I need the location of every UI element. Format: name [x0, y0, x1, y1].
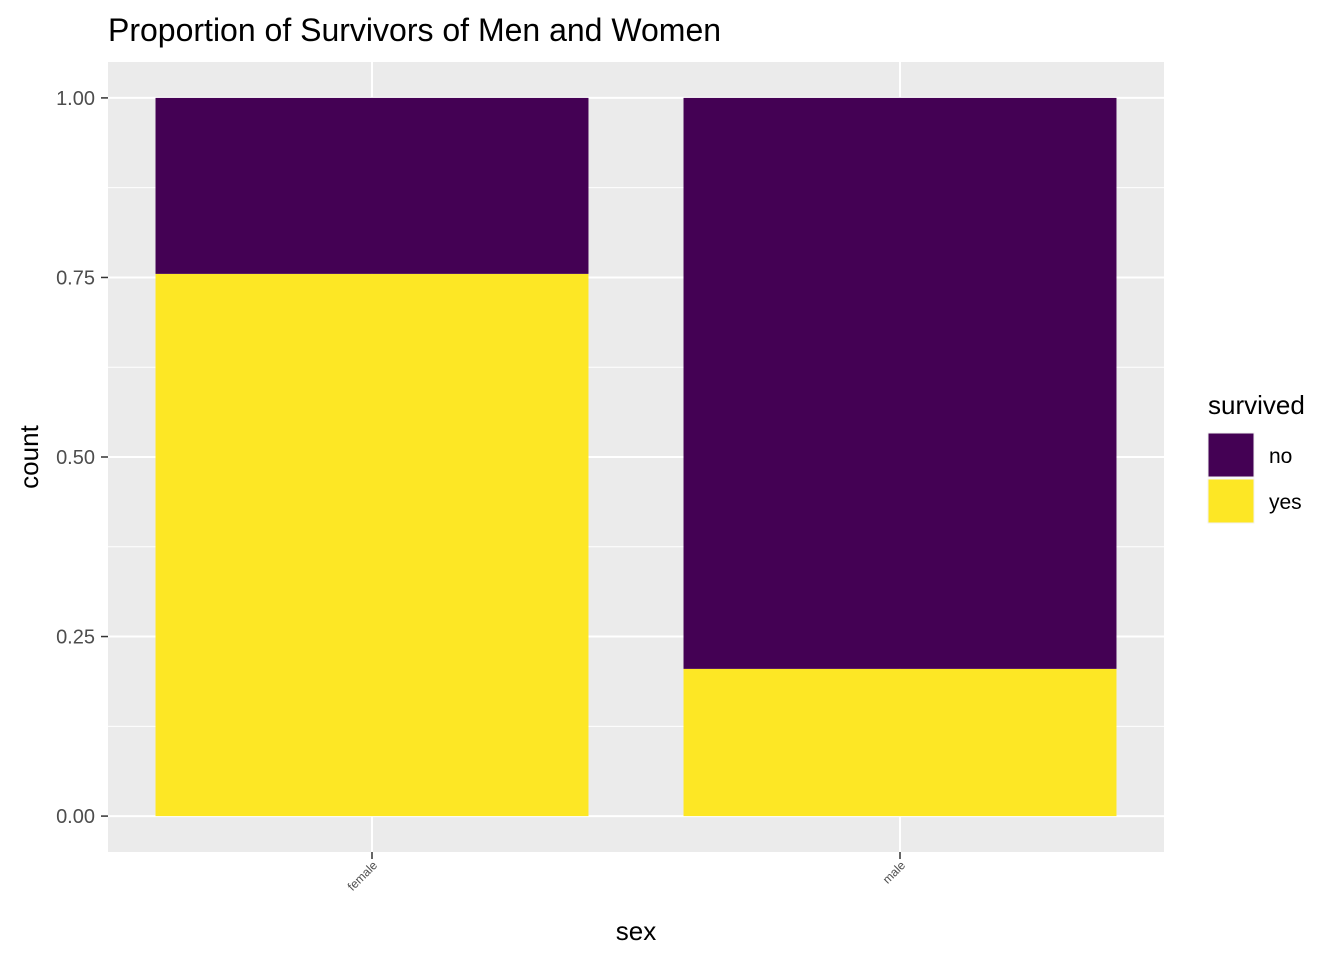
x-axis-title: sex: [616, 916, 656, 946]
y-tick-label: 0.75: [56, 267, 95, 289]
legend-items: no yes: [1207, 432, 1302, 524]
y-axis-title: count: [14, 424, 44, 488]
x-tick-label-female: female: [345, 858, 381, 894]
y-tick-label: 1.00: [56, 88, 95, 110]
y-tick-label: 0.00: [56, 806, 95, 828]
legend-title: survived: [1208, 390, 1305, 420]
y-tick-label: 0.25: [56, 627, 95, 649]
legend-key-yes: [1207, 478, 1255, 524]
bar-group: [155, 97, 1117, 817]
x-tick-label-male: male: [880, 858, 909, 887]
bar-male-no: [683, 97, 1117, 669]
y-axis: 0.00 0.25 0.50 0.75 1.00: [56, 88, 108, 828]
legend: survived no yes: [1207, 390, 1305, 524]
x-axis: female male: [345, 852, 909, 894]
bar-male-yes: [683, 668, 1117, 817]
y-tick-label: 0.50: [56, 447, 95, 469]
legend-label-yes: yes: [1269, 491, 1302, 514]
bar-female-no: [155, 97, 589, 274]
legend-label-no: no: [1269, 445, 1292, 468]
chart-title: Proportion of Survivors of Men and Women: [108, 12, 721, 48]
legend-key-no: [1207, 432, 1255, 478]
bar-female-yes: [155, 273, 589, 817]
